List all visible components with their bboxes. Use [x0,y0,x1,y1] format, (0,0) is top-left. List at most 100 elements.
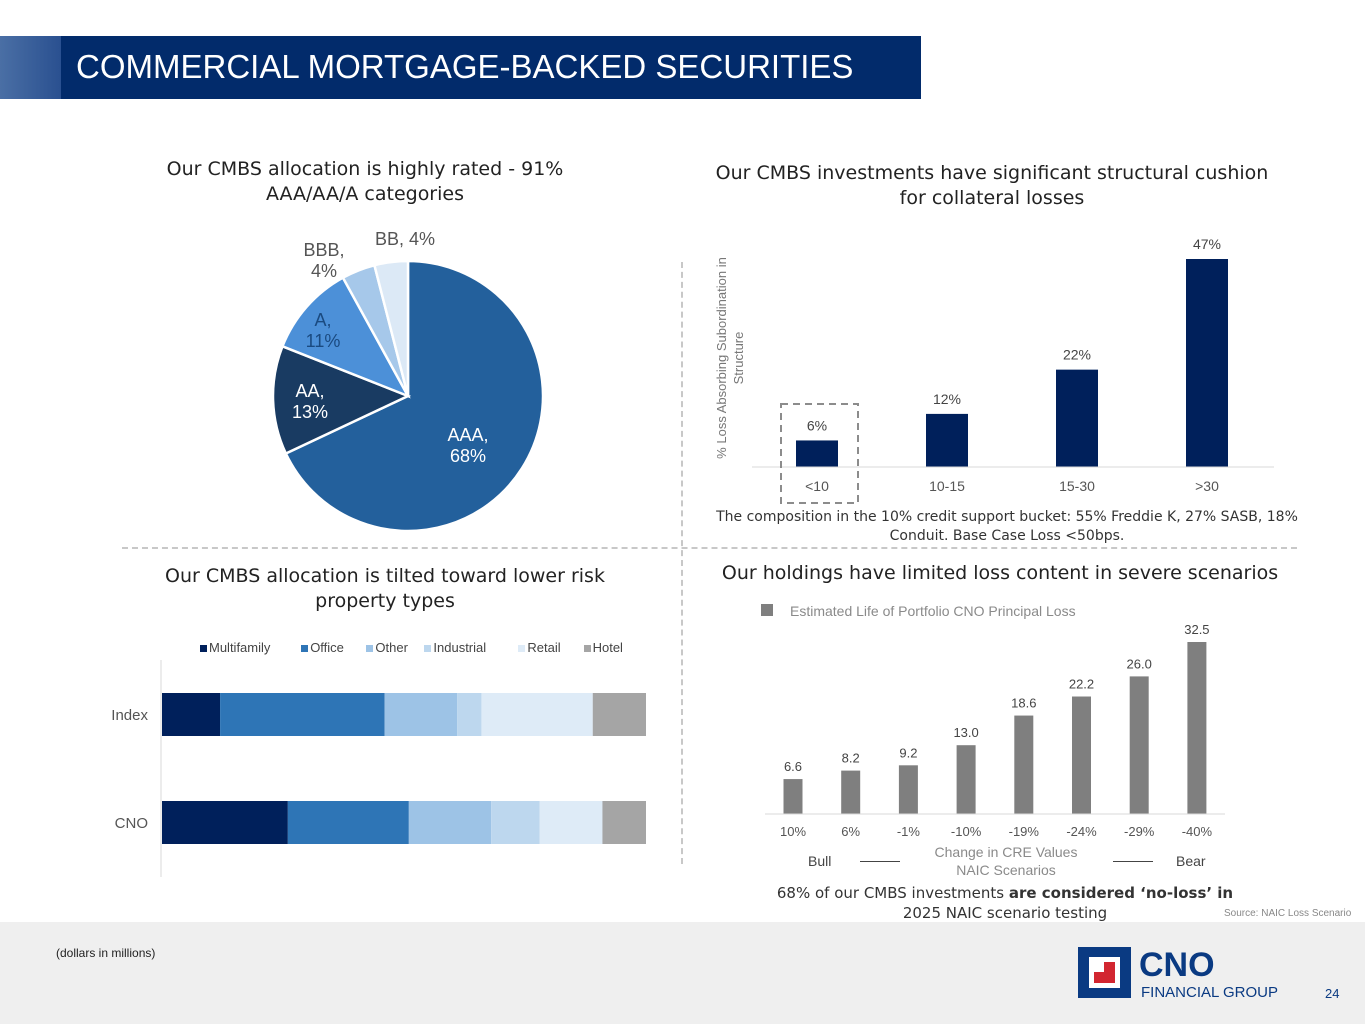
loss-value-label: 22.2 [1069,677,1094,692]
footer [0,922,1365,1024]
loss-xlabel: Change in CRE Values NAIC Scenarios [906,843,1106,879]
pie-chart-title: Our CMBS allocation is highly rated - 91… [166,158,564,205]
property-segment-index-other [384,693,458,736]
pie-label-aaa: AAA, 68% [447,425,488,466]
property-legend-other: Other [366,640,408,655]
property-segment-index-retail [481,693,593,736]
loss-bar-24 [1072,696,1091,814]
loss-value-label: 13.0 [953,725,978,740]
loss-value-label: 8.2 [842,751,860,766]
pie-slice-aa [271,344,412,456]
title-bar [0,36,921,99]
dollars-note: (dollars in millions) [56,946,156,960]
property-legend-retail: Retail [518,640,561,655]
loss-bar-40 [1187,642,1207,814]
loss-tick-label: -40% [1182,824,1213,839]
cno-logo-icon [1078,947,1131,998]
subordination-chart-title: Our CMBS investments have significant st… [715,162,1269,209]
loss-note: 68% of our CMBS investments are consider… [760,883,1250,923]
logo-text: CNO [1139,946,1215,984]
property-row-label-index: Index [111,707,148,724]
vertical-divider [681,262,683,864]
property-chart: Index CNO [111,660,646,877]
bear-line [1113,861,1153,862]
subordination-bar-30 [1186,259,1228,467]
subordination-bar-10-15 [926,413,968,467]
subordination-note: The composition in the 10% credit suppor… [716,509,1298,544]
loss-bar-1 [898,765,918,814]
property-legend-industrial: Industrial [424,640,486,655]
subordination-bar-15-30 [1056,369,1098,467]
loss-bar-6 [841,770,861,814]
loss-tick-label: -19% [1009,824,1040,839]
property-segment-index-industrial [457,693,482,736]
loss-bar-29 [1129,676,1149,814]
loss-xlabel-line1: Change in CRE Values [934,844,1078,860]
pie-label-aa: AA, 13% [292,381,328,422]
loss-chart-title: Our holdings have limited loss content i… [721,562,1279,584]
bull-label: Bull [808,853,832,869]
property-segment-index-hotel [592,693,646,736]
pie-slice-a [280,276,411,399]
property-segment-cno-other [408,801,492,844]
loss-legend-label: Estimated Life of Portfolio CNO Principa… [790,603,1076,619]
subordination-chart: % Loss Absorbing Subordination in Structu… [714,236,1274,504]
property-legend: Multifamily Office Other Industrial Retail Ho… [200,640,660,658]
subordination-value-label: 22% [1063,347,1091,363]
bull-line [860,861,900,862]
loss-bar-10 [783,779,803,814]
page-title: COMMERCIAL MORTGAGE-BACKED SECURITIES [76,48,854,85]
loss-note-line2: 2025 NAIC scenario testing [902,904,1108,922]
horizontal-divider [122,547,1297,549]
loss-note-normal: 68% of our CMBS investments [776,884,1009,902]
logo-subtext: FINANCIAL GROUP [1141,984,1278,1001]
subordination-tick-label: 10-15 [929,478,965,494]
pie-slice-bb [372,259,410,397]
property-legend-office: Office [301,640,344,655]
loss-tick-label: 6% [841,824,860,839]
property-segment-index-office [220,693,385,736]
property-legend-multifamily: Multifamily [200,640,270,655]
loss-legend-swatch [761,604,773,616]
loss-chart: 6.6 10% 8.2 6% 9.2 -1% 13.0 -10% 18.6 -19% 22.2 -24… [765,622,1225,839]
property-row-label-cno: CNO [115,815,148,832]
pie-label-bb: BB, 4% [375,229,435,249]
loss-note-bold: are considered ‘no-loss’ in [1008,884,1234,902]
pie-label-bbb: BBB, 4% [303,240,344,281]
loss-value-label: 6.6 [784,759,802,774]
highlight-box [780,403,859,504]
loss-value-label: 32.5 [1184,622,1209,637]
loss-bar-19 [1014,715,1034,814]
subordination-ylabel: % Loss Absorbing Subordination in Structu… [714,257,746,459]
property-segment-cno-retail [539,801,603,844]
property-segment-cno-industrial [491,801,540,844]
property-chart-title: Our CMBS allocation is tilted toward low… [165,565,605,612]
property-segment-cno-hotel [602,801,646,844]
property-legend-hotel: Hotel [583,640,623,655]
subordination-tick-label: 15-30 [1059,478,1095,494]
subordination-value-label: 47% [1193,236,1221,252]
loss-tick-label: 10% [780,824,806,839]
subordination-value-label: 6% [807,417,827,433]
subordination-tick-label: >30 [1195,478,1219,494]
loss-tick-label: -24% [1066,824,1097,839]
pie-label-a: A, 11% [306,310,341,351]
loss-value-label: 9.2 [899,745,917,760]
subordination-bar-10 [796,440,838,467]
loss-tick-label: -29% [1124,824,1155,839]
subordination-value-label: 12% [933,391,961,407]
pie-chart: AAA, 68% AA, 13% A, 11% BBB, 4% BB, 4% [271,229,545,533]
pie-slice-aaa [284,259,545,533]
loss-xlabel-line2: NAIC Scenarios [956,862,1056,878]
property-segment-index-multifamily [162,693,221,736]
loss-tick-label: -10% [951,824,982,839]
page-number: 24 [1325,986,1340,1001]
loss-value-label: 26.0 [1127,656,1152,671]
loss-bar-10 [956,745,976,814]
subordination-tick-label: <10 [805,478,829,494]
bear-label: Bear [1176,853,1206,869]
title-accent [0,36,61,99]
property-segment-cno-office [287,801,409,844]
loss-value-label: 18.6 [1011,696,1036,711]
loss-tick-label: -1% [897,824,921,839]
